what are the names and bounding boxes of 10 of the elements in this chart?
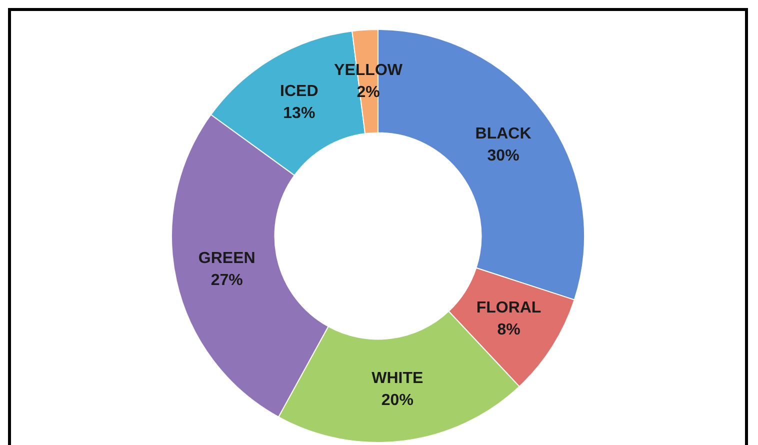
slice-label: FLORAL	[476, 299, 542, 316]
slice-label: GREEN	[198, 250, 256, 268]
slice-label: BLACK	[475, 125, 532, 142]
data-label: 8%	[497, 321, 520, 338]
data-label: 13%	[283, 105, 316, 122]
slice-label: ICED	[280, 83, 318, 100]
data-label: 30%	[487, 147, 520, 164]
data-label: 27%	[210, 272, 243, 290]
slice-label: WHITE	[372, 370, 424, 388]
data-label: 20%	[381, 392, 414, 410]
